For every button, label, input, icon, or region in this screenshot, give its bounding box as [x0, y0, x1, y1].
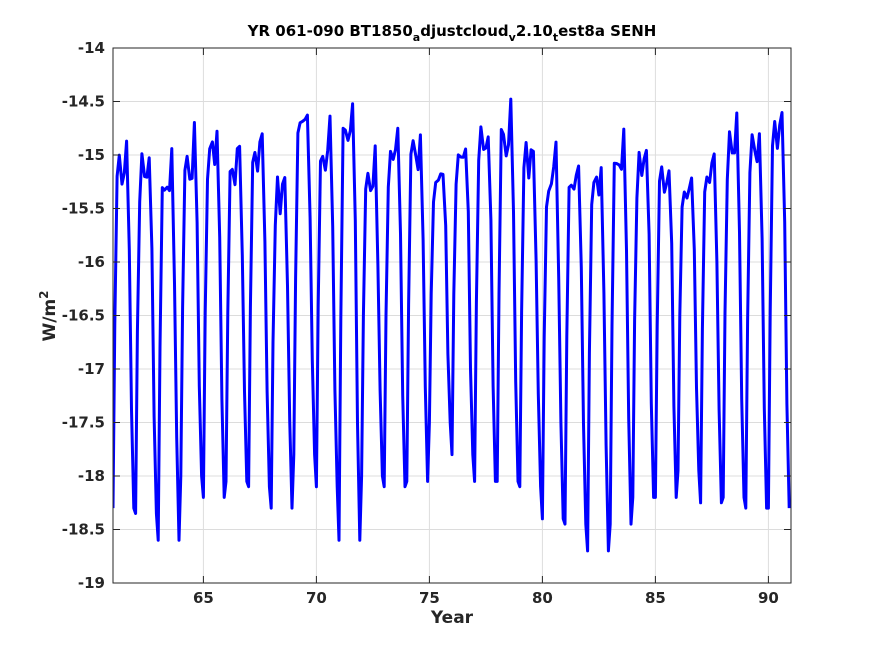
x-axis-label: Year [430, 608, 474, 628]
x-tick-label: 75 [419, 589, 440, 607]
y-tick-label: -15 [78, 146, 105, 164]
series-group [113, 97, 791, 553]
title-part: a [413, 31, 420, 44]
y-tick-label: -14.5 [62, 93, 105, 111]
series-line [113, 97, 791, 553]
y-tick-label: -17 [78, 360, 105, 378]
y-tick-labels: -19 -18.5 -18 -17.5 -17 -16.5 -16 -15.5 -15 -14.5… [62, 39, 105, 592]
chart-title: YR 061-090 BT1850adjustcloudv2.10test8a … [247, 22, 657, 44]
y-tick-label: -16 [78, 253, 105, 271]
y-axis-label-sup: 2 [37, 290, 51, 298]
y-tick-label: -18 [78, 467, 105, 485]
y-tick-label: -16.5 [62, 307, 105, 325]
y-tick-label: -19 [78, 574, 105, 592]
x-tick-labels: 65 70 75 80 85 90 [193, 589, 779, 607]
y-tick-label: -18.5 [62, 521, 105, 539]
y-tick-label: -14 [78, 39, 105, 57]
title-part: djustcloud [420, 22, 508, 40]
tick-marks [113, 47, 791, 584]
x-tick-label: 70 [306, 589, 327, 607]
title-part: t [553, 31, 558, 44]
x-tick-label: 80 [532, 589, 553, 607]
title-part: v [509, 31, 517, 44]
y-tick-label: -15.5 [62, 200, 105, 218]
x-tick-label: 90 [758, 589, 779, 607]
y-axis-label: W/m2 [37, 290, 60, 341]
y-axis-label-base: W/m [40, 299, 60, 342]
y-tick-label: -17.5 [62, 414, 105, 432]
title-part: 2.10 [516, 22, 553, 40]
x-tick-label: 65 [193, 589, 214, 607]
x-tick-label: 85 [645, 589, 666, 607]
title-part: YR 061-090 BT1850 [247, 22, 413, 40]
title-part: est8a SENH [558, 22, 656, 40]
